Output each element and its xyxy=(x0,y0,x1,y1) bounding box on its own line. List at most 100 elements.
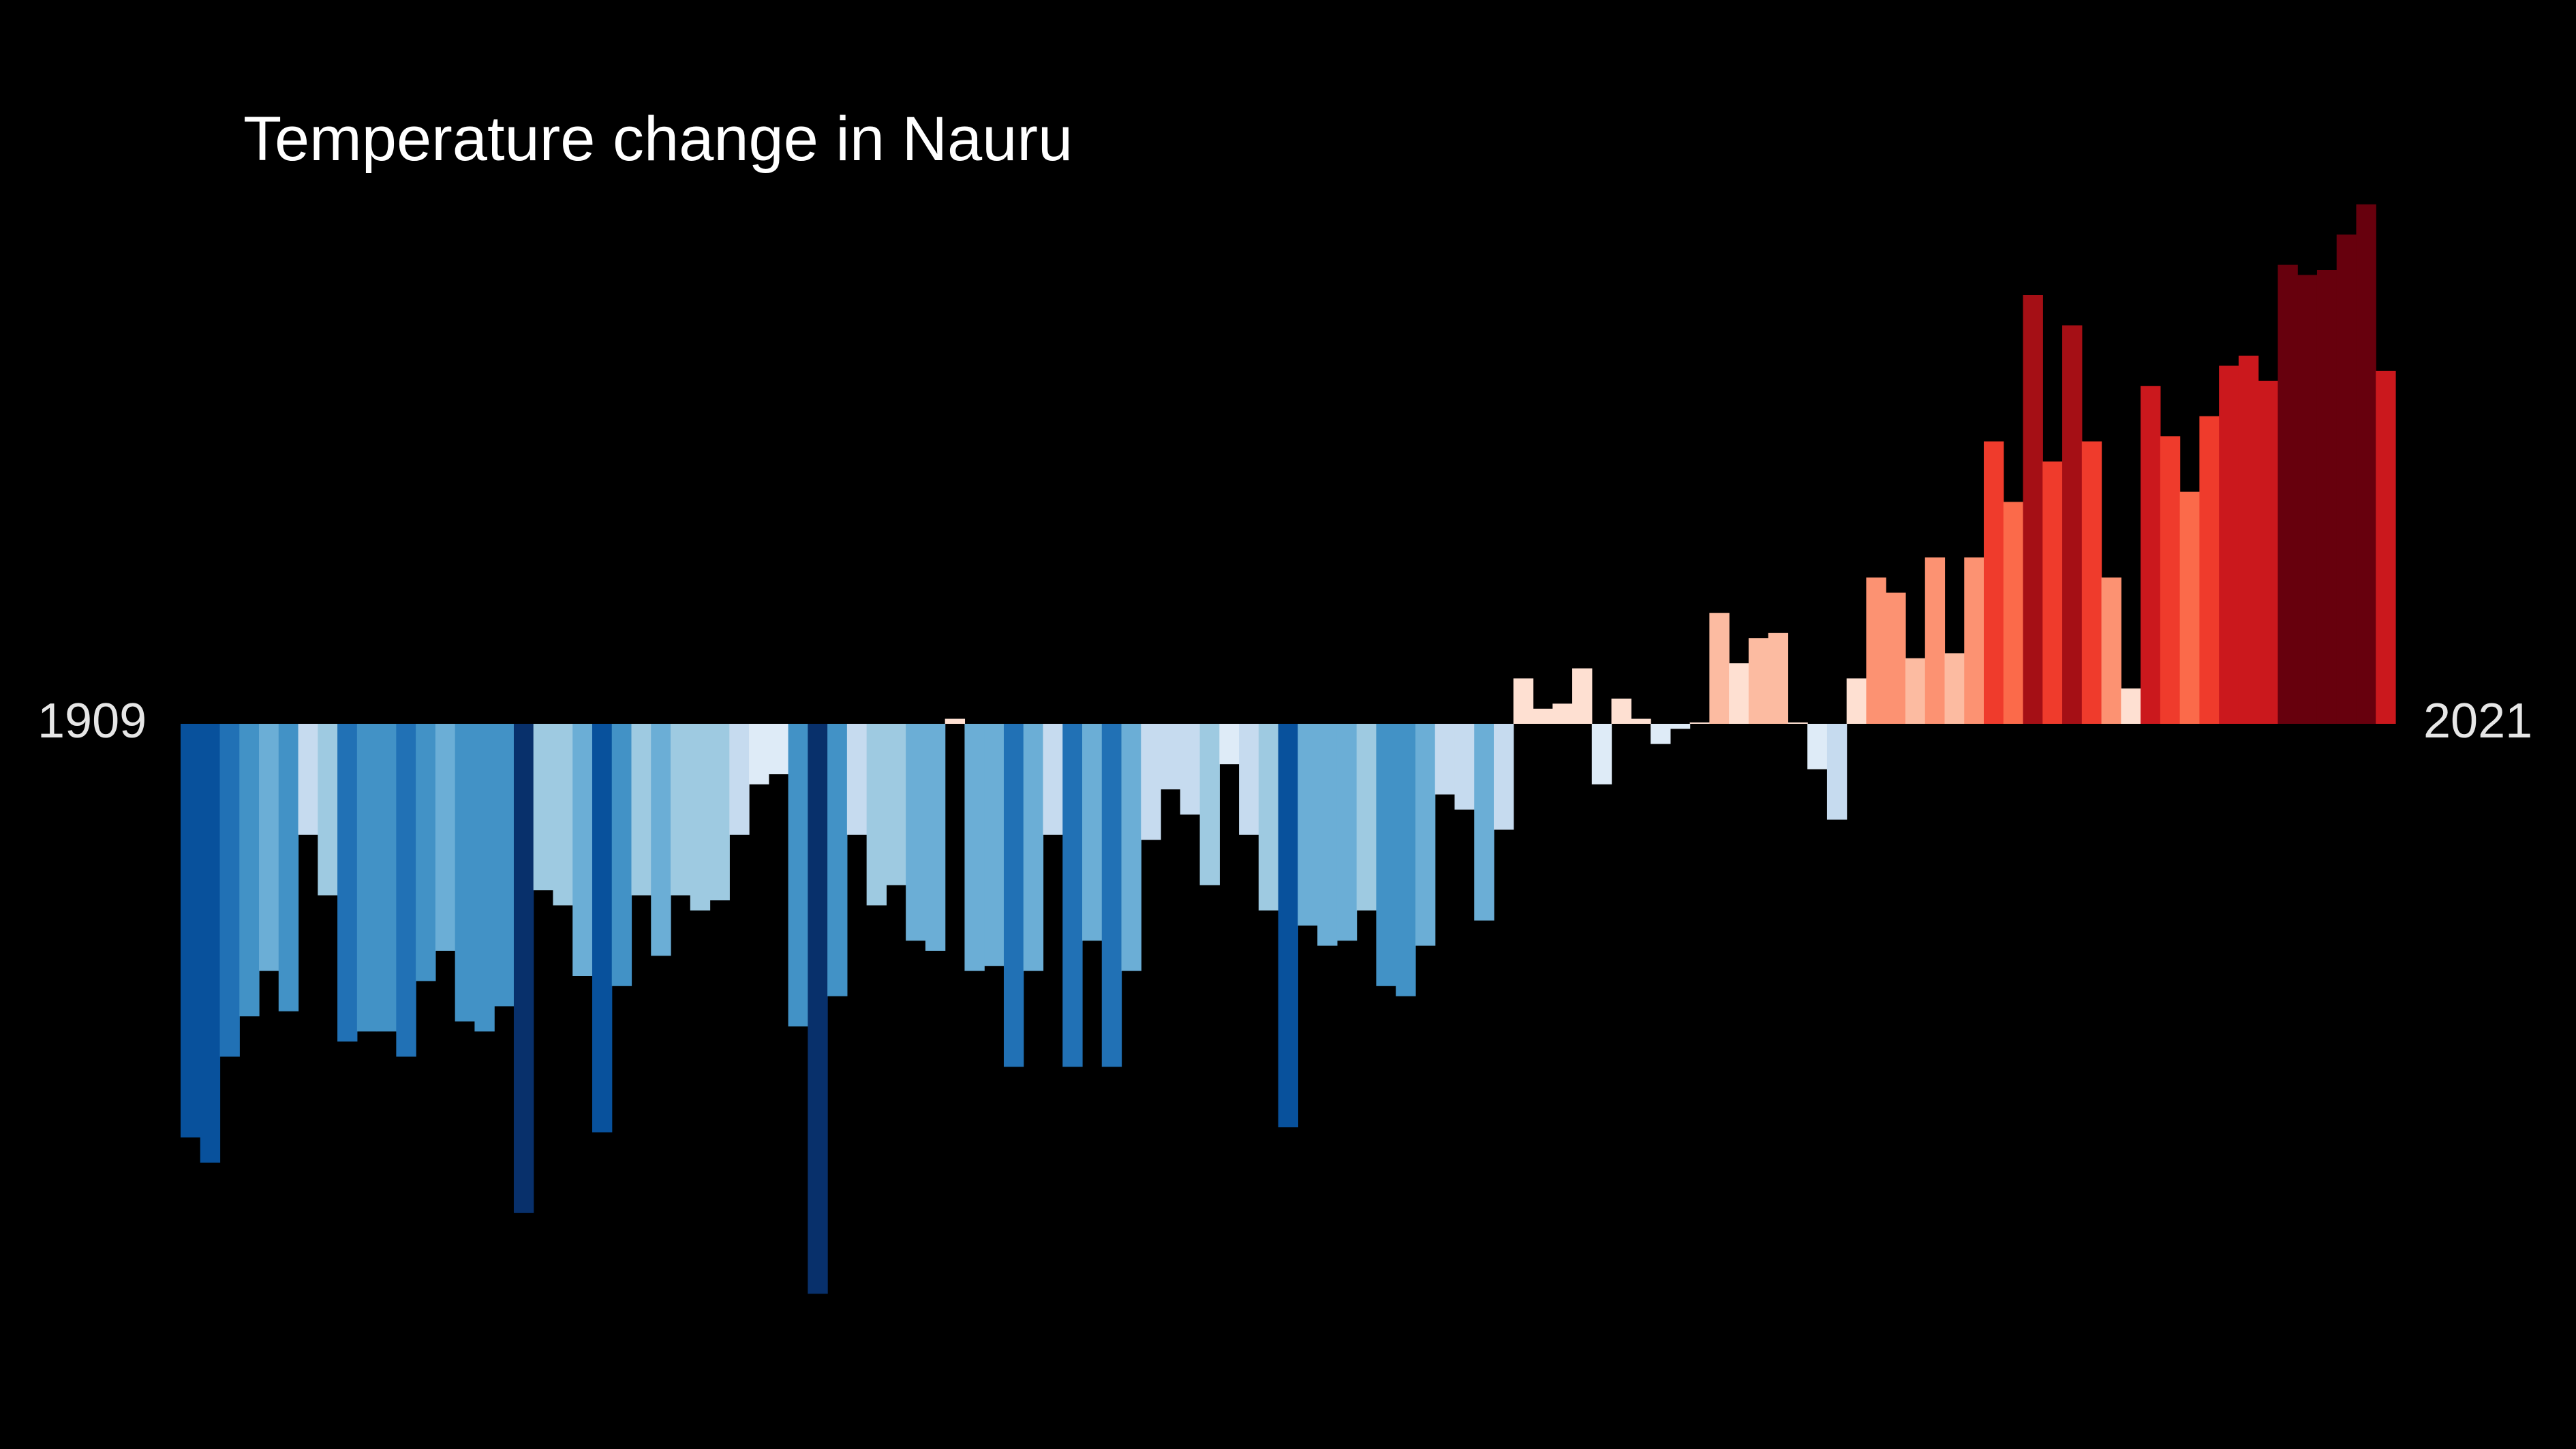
bar-1953 xyxy=(1043,724,1063,835)
bar-1933 xyxy=(651,724,671,956)
bar-1977 xyxy=(1513,678,1534,724)
bar-2010 xyxy=(2160,436,2181,724)
bar-1987 xyxy=(1709,613,1730,724)
bar-1916 xyxy=(318,724,338,896)
bar-1920 xyxy=(396,724,416,1057)
bar-1934 xyxy=(671,724,691,896)
bar-1951 xyxy=(1003,724,1024,1067)
bar-1944 xyxy=(866,724,887,906)
bar-2002 xyxy=(2003,502,2024,724)
bar-1917 xyxy=(337,724,358,1042)
bar-1984 xyxy=(1651,724,1671,744)
bar-2015 xyxy=(2258,380,2279,724)
bar-1924 xyxy=(474,724,495,1032)
bar-1938 xyxy=(749,724,769,784)
bar-1936 xyxy=(709,724,730,900)
bar-1910 xyxy=(200,724,221,1163)
bar-1969 xyxy=(1356,724,1377,911)
bar-1991 xyxy=(1788,722,1808,724)
end-year-label: 2021 xyxy=(2423,694,2533,748)
bar-2013 xyxy=(2219,365,2239,724)
bar-1958 xyxy=(1141,724,1161,840)
bar-1985 xyxy=(1670,724,1691,729)
bar-1994 xyxy=(1846,678,1867,724)
bar-2009 xyxy=(2141,386,2161,724)
bar-1918 xyxy=(356,724,378,1032)
bar-1973 xyxy=(1435,724,1456,795)
bar-1957 xyxy=(1121,724,1141,971)
bar-1926 xyxy=(513,724,534,1213)
bar-1963 xyxy=(1239,724,1259,835)
bar-1928 xyxy=(553,724,573,906)
bar-1968 xyxy=(1336,724,1358,941)
bar-2021 xyxy=(2376,371,2396,724)
bar-1966 xyxy=(1298,724,1318,926)
bar-1947 xyxy=(925,724,946,951)
bar-2019 xyxy=(2336,234,2357,724)
bar-1979 xyxy=(1552,703,1573,724)
bar-1997 xyxy=(1905,658,1926,724)
bar-1935 xyxy=(690,724,711,911)
bar-2005 xyxy=(2062,325,2083,724)
bar-1919 xyxy=(376,724,397,1032)
bar-1946 xyxy=(906,724,926,941)
bar-1922 xyxy=(435,724,456,951)
bar-2000 xyxy=(1964,557,1984,724)
bar-1998 xyxy=(1925,557,1946,724)
bar-1939 xyxy=(768,724,789,774)
bar-1954 xyxy=(1062,724,1083,1067)
bar-1915 xyxy=(298,724,318,835)
bar-1943 xyxy=(846,724,868,835)
bar-1949 xyxy=(964,724,985,971)
bar-1983 xyxy=(1631,718,1651,724)
bar-2004 xyxy=(2042,461,2063,724)
bar-2012 xyxy=(2199,416,2220,724)
bar-1974 xyxy=(1454,724,1475,810)
bar-1955 xyxy=(1082,724,1103,941)
bar-2001 xyxy=(1984,441,2004,724)
bar-1960 xyxy=(1180,724,1201,815)
bar-1986 xyxy=(1689,722,1710,724)
bar-1975 xyxy=(1474,724,1494,921)
bar-1981 xyxy=(1591,724,1612,784)
chart-title: Temperature change in Nauru xyxy=(243,104,1073,174)
bar-1913 xyxy=(259,724,279,971)
bar-1970 xyxy=(1376,724,1396,986)
bar-1931 xyxy=(611,724,632,986)
bar-1927 xyxy=(533,724,554,891)
bar-1971 xyxy=(1396,724,1416,996)
bar-2017 xyxy=(2297,275,2318,724)
bar-1964 xyxy=(1258,724,1279,911)
bar-1989 xyxy=(1748,638,1769,724)
bar-1992 xyxy=(1807,724,1828,769)
bar-2014 xyxy=(2238,355,2259,724)
bar-1993 xyxy=(1826,724,1847,820)
bar-1956 xyxy=(1101,724,1122,1067)
bar-1959 xyxy=(1161,724,1181,790)
bar-1990 xyxy=(1768,632,1789,724)
bar-1911 xyxy=(219,724,240,1057)
bar-1937 xyxy=(729,724,750,835)
bar-2016 xyxy=(2278,264,2298,724)
bar-1929 xyxy=(572,724,593,976)
bar-1925 xyxy=(494,724,515,1007)
bar-2006 xyxy=(2081,441,2102,724)
bar-1965 xyxy=(1278,724,1298,1127)
bar-1941 xyxy=(808,724,828,1294)
bar-1914 xyxy=(278,724,299,1011)
bar-1995 xyxy=(1866,577,1886,724)
bar-1909 xyxy=(181,724,201,1138)
bar-2011 xyxy=(2179,491,2200,724)
bar-1967 xyxy=(1317,724,1338,946)
bar-1988 xyxy=(1729,663,1749,724)
bar-2007 xyxy=(2101,577,2121,724)
bar-1912 xyxy=(239,724,260,1017)
bar-1950 xyxy=(984,724,1005,966)
bar-1945 xyxy=(886,724,906,885)
bar-1921 xyxy=(416,724,436,981)
bar-1978 xyxy=(1533,708,1553,724)
bar-1942 xyxy=(827,724,848,996)
bar-1996 xyxy=(1886,592,1906,724)
